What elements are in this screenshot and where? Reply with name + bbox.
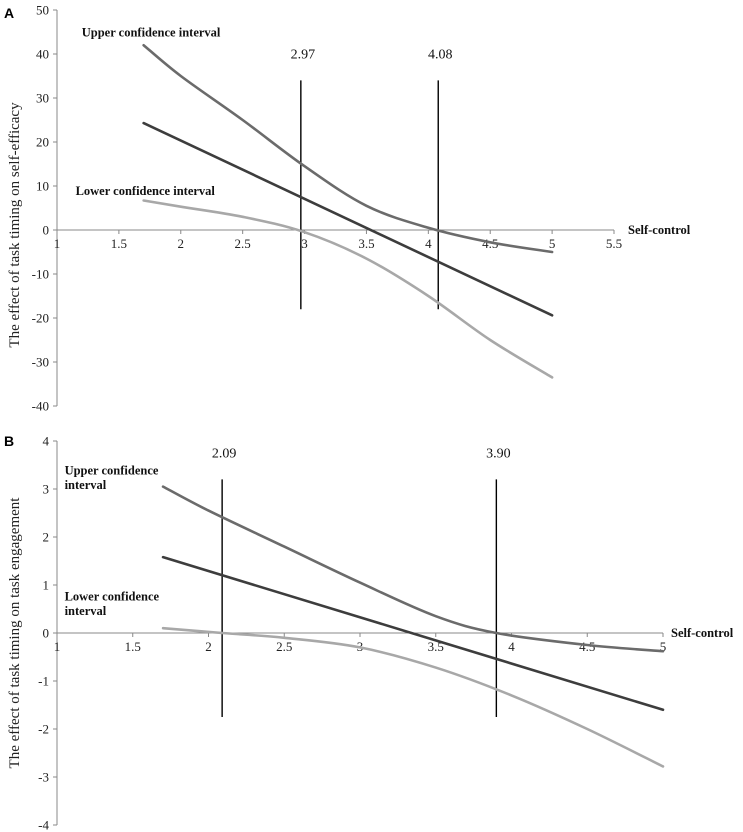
y-tick-label: 10 (36, 179, 49, 194)
reference-line-label: 2.97 (291, 47, 316, 62)
y-tick-label: 1 (43, 578, 50, 593)
annotation-label: Lower confidence interval (76, 184, 216, 198)
panel-b-letter: B (4, 433, 14, 449)
annotation-label: Upper confidence interval (82, 25, 221, 39)
x-tick-label: 1.5 (111, 236, 127, 251)
x-tick-label: 5.5 (606, 236, 622, 251)
y-tick-label: 4 (43, 434, 50, 449)
x-tick-label: 2.5 (235, 236, 251, 251)
x-tick-label: 1 (54, 639, 61, 654)
y-tick-label: 0 (43, 626, 50, 641)
series-line-estimate (142, 121, 554, 317)
y-tick-label: -1 (38, 674, 49, 689)
annotation-label: Upper confidence (65, 464, 159, 478)
y-tick-label: 50 (36, 3, 49, 18)
x-tick-label: 1.5 (125, 639, 141, 654)
y-tick-label: 30 (36, 91, 49, 106)
y-tick-label: 20 (36, 135, 49, 150)
y-tick-label: -20 (32, 311, 49, 326)
panel-a-y-axis-title: The effect of task timing on self-effica… (7, 102, 23, 348)
series-line-estimate (161, 555, 665, 712)
x-tick-label: 4 (425, 236, 432, 251)
x-tick-label: 4 (508, 639, 515, 654)
annotation-label: Lower confidence (65, 589, 160, 603)
x-tick-label: 2.5 (276, 639, 292, 654)
y-tick-label: 0 (43, 223, 50, 238)
reference-line-label: 3.90 (486, 446, 511, 461)
annotation-label: interval (65, 478, 107, 492)
panel-b-y-axis-title: The effect of task timing on task engage… (7, 497, 23, 769)
series-line-upper-confidence-interval (161, 485, 665, 653)
x-tick-label: 4.5 (579, 639, 595, 654)
panel-b-x-axis-title: Self-control (671, 626, 734, 640)
x-tick-label: 3 (301, 236, 308, 251)
x-tick-label: 2 (178, 236, 185, 251)
reference-line-label: 4.08 (428, 47, 453, 62)
y-tick-label: -3 (38, 770, 49, 785)
panel-a-chart: A The effect of task timing on self-effi… (4, 3, 691, 414)
y-tick-label: 3 (43, 482, 50, 497)
series-line-lower-confidence-interval (161, 626, 665, 768)
panel-a-letter: A (4, 5, 14, 21)
series-line-upper-confidence-interval (142, 43, 554, 254)
y-tick-label: 40 (36, 47, 49, 62)
x-tick-label: 5 (549, 236, 556, 251)
x-tick-label: 5 (660, 639, 667, 654)
annotation-label: interval (65, 604, 107, 618)
panel-b-chart: B The effect of task timing on task enga… (4, 433, 734, 832)
y-tick-label: 2 (43, 530, 50, 545)
y-tick-label: -40 (32, 399, 49, 414)
y-tick-label: -4 (38, 818, 49, 832)
panel-a-x-axis-title: Self-control (628, 223, 691, 237)
y-tick-label: -2 (38, 722, 49, 737)
x-tick-label: 1 (54, 236, 61, 251)
x-tick-label: 3.5 (358, 236, 374, 251)
x-tick-label: 2 (205, 639, 212, 654)
y-tick-label: -30 (32, 355, 49, 370)
y-tick-label: -10 (32, 267, 49, 282)
series-line-lower-confidence-interval (142, 199, 554, 379)
reference-line-label: 2.09 (212, 446, 237, 461)
